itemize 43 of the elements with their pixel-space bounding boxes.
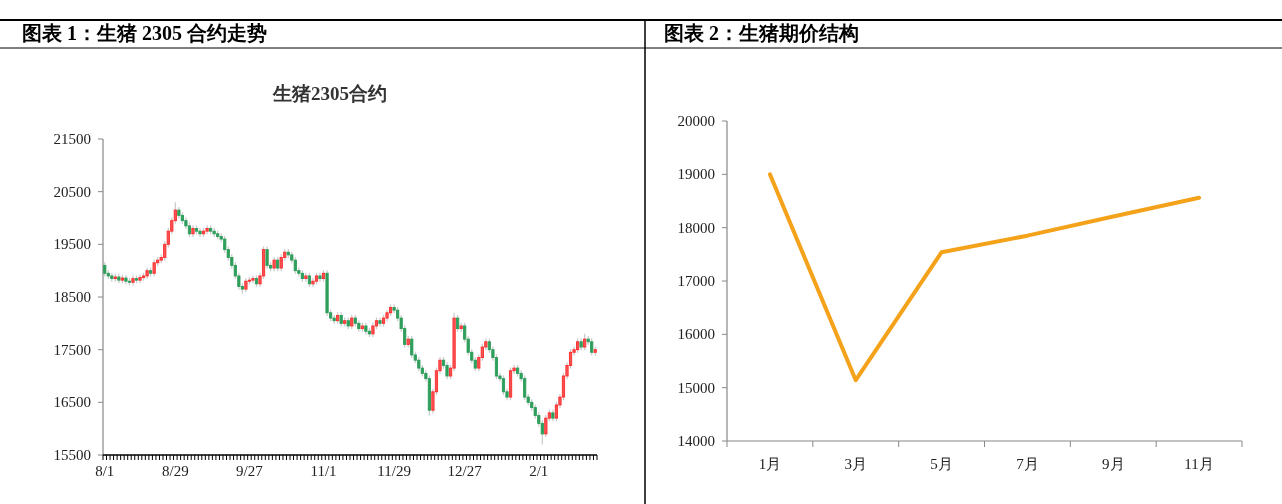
x-tick-label: 11/1 <box>310 463 337 479</box>
candlestick <box>311 277 315 288</box>
x-tick-label: 5月 <box>930 456 953 472</box>
y-tick-label: 19500 <box>53 236 91 253</box>
chart-title: 图表 2：生猪期价结构 <box>664 22 859 44</box>
candlestick <box>138 273 142 284</box>
x-tick-label: 11/29 <box>377 463 411 479</box>
y-tick-label: 20000 <box>677 113 715 129</box>
y-tick-label: 15500 <box>53 447 91 463</box>
candlestick <box>501 374 506 396</box>
x-tick-label: 8/1 <box>95 463 115 479</box>
candlestick <box>205 224 209 235</box>
y-tick-label: 15000 <box>677 379 715 396</box>
candlestick <box>332 314 336 325</box>
y-tick-label: 21500 <box>53 131 91 147</box>
x-tick-label: 8/29 <box>162 463 189 479</box>
candlestick <box>410 335 414 359</box>
y-tick-label: 17000 <box>677 273 715 289</box>
x-tick-label: 2/1 <box>529 463 549 479</box>
y-tick-label: 18500 <box>53 289 91 305</box>
candlestick <box>265 245 269 270</box>
y-tick-label: 16000 <box>677 326 715 343</box>
candlestick <box>198 227 202 238</box>
y-tick-label: 14000 <box>677 433 715 449</box>
x-tick-label: 9/27 <box>236 463 264 479</box>
chart-title: 图表 1：生猪 2305 合约走势 <box>22 22 267 44</box>
x-tick-label: 3月 <box>844 456 867 472</box>
y-tick-label: 20500 <box>53 183 91 200</box>
chart-subtitle: 生猪2305合约 <box>272 83 387 104</box>
y-tick-label: 17500 <box>53 341 91 358</box>
candlestick <box>318 272 322 283</box>
x-tick-label: 7月 <box>1016 456 1039 472</box>
candlestick <box>523 374 527 401</box>
candlestick <box>251 274 255 284</box>
x-tick-label: 1月 <box>758 456 782 472</box>
x-tick-label: 12/27 <box>447 463 483 479</box>
y-tick-label: 19000 <box>677 166 715 183</box>
x-tick-label: 9月 <box>1102 456 1125 472</box>
y-tick-label: 16500 <box>53 394 91 411</box>
candlestick <box>304 272 308 283</box>
y-tick-label: 18000 <box>677 219 715 236</box>
candlestick <box>540 419 544 446</box>
x-tick-label: 11月 <box>1184 456 1214 472</box>
